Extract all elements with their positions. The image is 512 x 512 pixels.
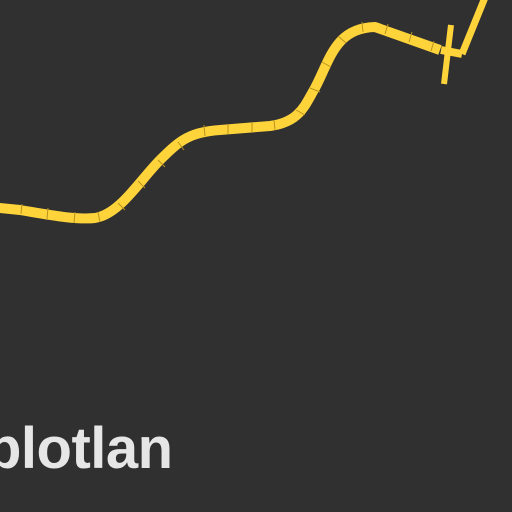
route-seams [20, 21, 435, 224]
route-line [0, 22, 442, 224]
t-junction-icon [440, 0, 488, 85]
brand-wordmark: plotlan [0, 416, 173, 481]
